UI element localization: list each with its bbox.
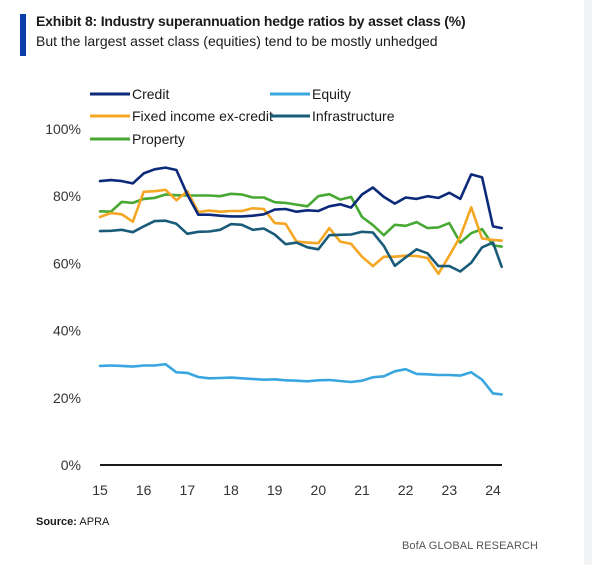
right-scroll-strip: [584, 0, 592, 565]
x-tick-label: 17: [180, 482, 196, 498]
x-tick-label: 15: [92, 482, 108, 498]
chart-subtitle: But the largest asset class (equities) t…: [36, 33, 438, 49]
series-line-infrastructure: [98, 219, 503, 273]
x-axis: 15 16 17 18 19 20 21 22 23 24: [92, 464, 502, 498]
series-line-property: [98, 192, 503, 248]
legend-label-equity: Equity: [312, 86, 351, 102]
source-label: Source:: [36, 516, 77, 528]
legend-label-credit: Credit: [132, 86, 169, 102]
x-tick-label: 19: [267, 482, 283, 498]
y-tick-label: 0%: [61, 457, 81, 473]
x-tick-label: 22: [398, 482, 414, 498]
y-tick-label: 80%: [53, 188, 81, 204]
y-axis: 0% 20% 40% 60% 80% 100%: [45, 121, 81, 473]
legend-label-infrastructure: Infrastructure: [312, 108, 395, 124]
x-tick-label: 24: [485, 482, 501, 498]
x-tick-label: 20: [311, 482, 327, 498]
y-tick-label: 60%: [53, 255, 81, 271]
x-tick-label: 16: [136, 482, 152, 498]
legend-label-property: Property: [132, 131, 185, 147]
x-tick-label: 23: [442, 482, 458, 498]
brand-footer: BofA GLOBAL RESEARCH: [402, 540, 539, 552]
x-tick-label: 21: [354, 482, 370, 498]
legend: Credit Equity Fixed income ex-credit Infras…: [90, 86, 395, 147]
x-tick-label: 18: [223, 482, 239, 498]
chart-title: Exhibit 8: Industry superannuation hedge…: [36, 13, 466, 29]
y-tick-label: 100%: [45, 121, 81, 137]
y-tick-label: 20%: [53, 390, 81, 406]
series-lines: [98, 166, 503, 396]
source-note: Source: APRA: [36, 516, 109, 528]
y-tick-label: 40%: [53, 323, 81, 339]
series-line-fixed-income-ex-credit: [98, 188, 503, 276]
legend-label-fixed-income-ex-credit: Fixed income ex-credit: [132, 108, 273, 124]
series-line-credit: [98, 166, 503, 230]
series-line-equity: [98, 362, 503, 396]
source-value: APRA: [79, 516, 110, 528]
title-accent-bar: [20, 14, 26, 56]
